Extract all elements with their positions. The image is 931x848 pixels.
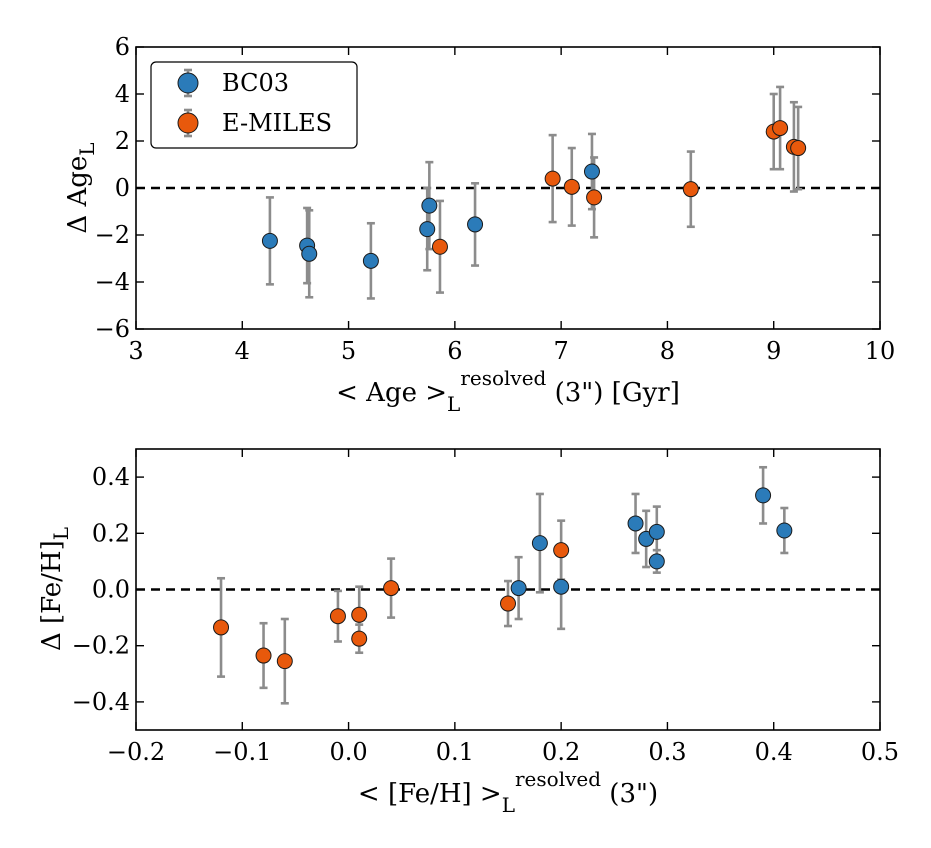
feh-x-tick-label: 0.0 xyxy=(329,738,367,766)
legend-emiles-marker xyxy=(177,112,199,134)
feh-emiles-point xyxy=(276,653,293,670)
feh-emiles-point xyxy=(500,595,516,612)
age-y-axis-title: Δ AgeL xyxy=(63,142,99,233)
age-x-tick-label: 9 xyxy=(766,337,781,365)
age-bc03-point xyxy=(583,163,600,180)
age-x-tick-label: 7 xyxy=(554,337,569,365)
feh-y-tick-label: 0.0 xyxy=(92,576,130,604)
age-x-tick-label: 3 xyxy=(128,337,143,365)
feh-x-tick-label: 0.3 xyxy=(648,738,686,766)
feh-points xyxy=(213,465,793,705)
feh-x-tick-label: −0.2 xyxy=(107,738,165,766)
age-emiles-point xyxy=(682,181,699,198)
feh-bc03-point xyxy=(510,580,527,597)
age-points xyxy=(261,85,807,300)
feh-panel: −0.2 −0.1 0.0 0.1 0.2 0.3 0.4 0.5 −0.4 −0.2 0.0 0.2… xyxy=(37,448,899,817)
feh-emiles-point xyxy=(351,606,368,623)
age-x-axis-title: < Age >Lresolved (3") [Gyr] xyxy=(336,366,680,416)
feh-bc03-point xyxy=(553,578,570,595)
feh-y-axis-title-sub: L xyxy=(49,527,73,540)
age-y-axis-title-main: Δ Age xyxy=(63,156,93,234)
legend: BC03 E-MILES xyxy=(150,61,358,149)
age-emiles-point xyxy=(544,170,561,187)
feh-bc03-point xyxy=(755,487,772,504)
age-bc03-point xyxy=(261,232,278,249)
age-x-tick-label: 4 xyxy=(235,337,250,365)
feh-y-tick-label: 0.2 xyxy=(92,519,130,547)
feh-bc03-point xyxy=(627,515,644,532)
age-panel: 3 4 5 6 7 8 9 10 −6 −4 −2 0 2 4 6 BC03 E-MILES < Age >… xyxy=(63,33,895,416)
legend-bc03-marker xyxy=(177,72,199,94)
feh-bc03-point xyxy=(531,535,548,552)
age-x-tick-label: 5 xyxy=(341,337,356,365)
feh-emiles-point xyxy=(553,542,570,559)
age-y-tick-label: 4 xyxy=(115,80,130,108)
age-x-axis-title-sub: L xyxy=(447,392,460,416)
feh-bc03-point xyxy=(648,523,665,540)
feh-x-tick-label: 0.5 xyxy=(861,738,899,766)
feh-bc03-point xyxy=(776,522,793,539)
feh-ticks: −0.2 −0.1 0.0 0.1 0.2 0.3 0.4 0.5 −0.4 −0.2 0.0 0.2… xyxy=(72,449,899,766)
age-emiles-point xyxy=(586,189,603,206)
age-y-tick-label: 0 xyxy=(115,174,130,202)
legend-bc03-label: BC03 xyxy=(222,69,289,97)
age-bc03-point xyxy=(467,216,484,233)
age-bc03-point xyxy=(419,221,436,238)
age-bc03-point xyxy=(362,252,379,269)
age-x-axis-title-main: < Age > xyxy=(336,378,447,408)
feh-x-axis-title-sup: resolved xyxy=(515,767,601,791)
feh-bc03-point xyxy=(648,553,665,570)
feh-x-tick-label: 0.2 xyxy=(542,738,580,766)
age-emiles-point xyxy=(772,120,789,137)
feh-x-tick-label: 0.1 xyxy=(436,738,474,766)
age-y-tick-label: 2 xyxy=(115,127,130,155)
feh-emiles-point xyxy=(255,647,272,664)
feh-y-tick-label: 0.4 xyxy=(92,463,130,491)
feh-y-tick-label: −0.2 xyxy=(72,632,130,660)
feh-x-axis-title-main: < [Fe/H] > xyxy=(358,779,502,809)
age-y-tick-label: −4 xyxy=(95,268,130,296)
age-x-tick-label: 8 xyxy=(660,337,675,365)
age-y-tick-label: −6 xyxy=(95,315,130,343)
age-y-tick-label: −2 xyxy=(95,221,130,249)
feh-x-tick-label: 0.4 xyxy=(755,738,793,766)
feh-emiles-point xyxy=(213,619,230,636)
age-x-axis-title-suffix: (3") [Gyr] xyxy=(546,378,680,408)
feh-emiles-point xyxy=(329,608,346,625)
feh-x-axis-title-sub: L xyxy=(502,793,515,817)
feh-x-tick-label: −0.1 xyxy=(213,738,271,766)
age-y-tick-label: 6 xyxy=(115,33,130,61)
age-emiles-point xyxy=(790,140,807,157)
age-bc03-point xyxy=(421,197,438,214)
age-x-tick-label: 10 xyxy=(865,337,896,365)
feh-y-tick-label: −0.4 xyxy=(72,688,130,716)
age-emiles-point xyxy=(563,178,580,195)
age-x-tick-label: 6 xyxy=(447,337,462,365)
legend-emiles-label: E-MILES xyxy=(222,109,332,137)
feh-x-axis-title: < [Fe/H] >Lresolved (3") xyxy=(358,767,658,817)
age-x-axis-title-sup: resolved xyxy=(460,366,546,390)
age-bc03-point xyxy=(301,245,318,262)
legend-frame xyxy=(150,61,358,149)
feh-y-axis-title: Δ [Fe/H]L xyxy=(37,527,73,651)
feh-x-axis-title-suffix: (3") xyxy=(601,779,658,809)
feh-emiles-point xyxy=(351,630,368,647)
age-emiles-point xyxy=(431,238,448,255)
age-y-axis-title-sub: L xyxy=(75,142,99,155)
age-ticks: 3 4 5 6 7 8 9 10 −6 −4 −2 0 2 4 6 xyxy=(95,33,896,365)
feh-emiles-point xyxy=(383,580,400,597)
feh-y-axis-title-main: Δ [Fe/H] xyxy=(37,540,67,651)
